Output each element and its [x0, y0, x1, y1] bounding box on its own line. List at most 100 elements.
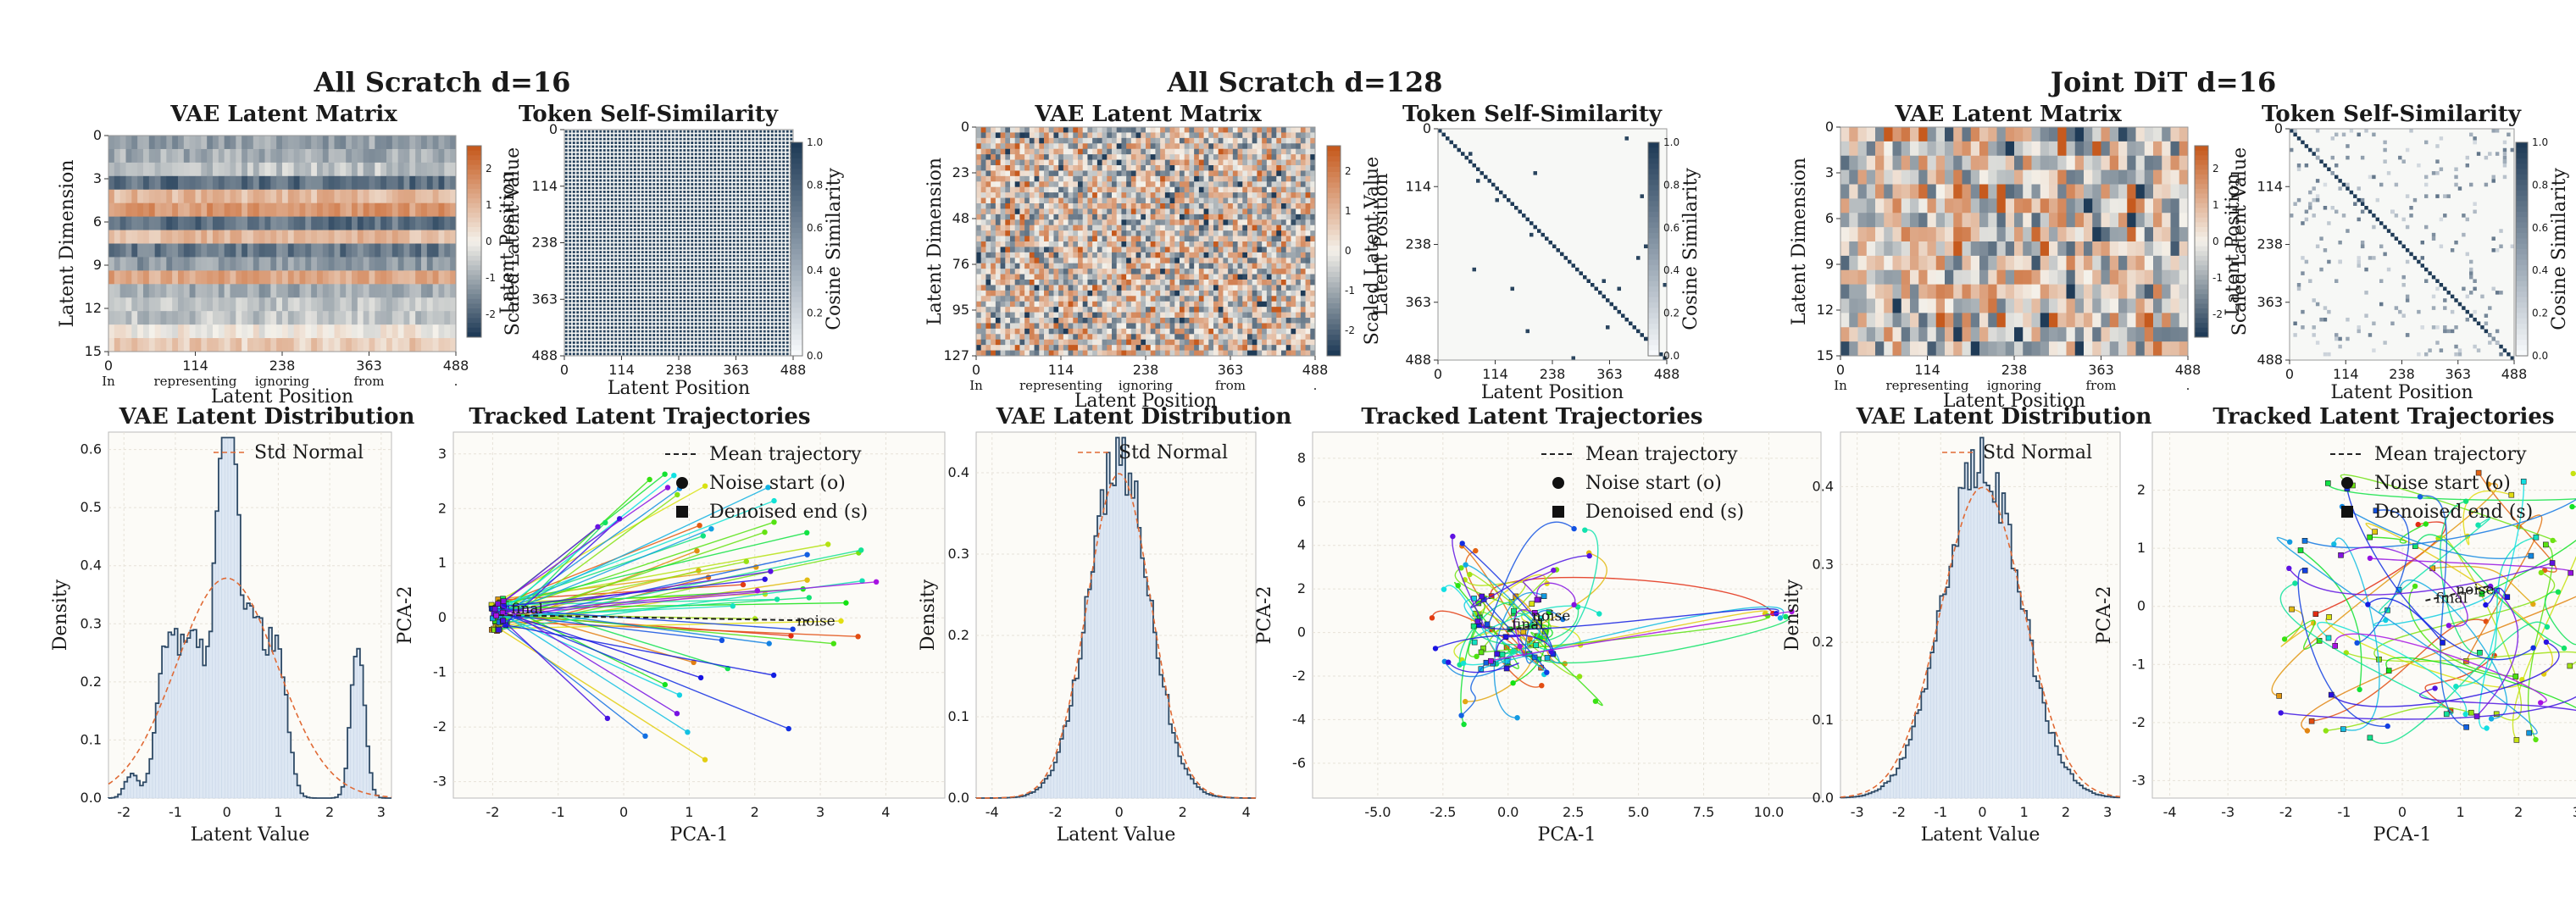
heatmap-cell [691, 175, 694, 179]
heatmap-cell [648, 231, 652, 235]
heatmap-cell [770, 209, 774, 213]
heatmap-cell [645, 292, 648, 295]
colorbar-step [467, 231, 481, 237]
colorbar-step [467, 251, 481, 257]
heatmap-cell [119, 257, 126, 271]
x-tick-label: 238 [666, 362, 692, 378]
heatmap-cell [763, 175, 766, 179]
heatmap-cell [391, 270, 399, 285]
heatmap-cell [576, 277, 580, 280]
x-tick-label: -2 [117, 804, 130, 820]
heatmap-cell [763, 296, 766, 299]
heatmap-cell [172, 257, 179, 271]
heatmap-cell [148, 338, 156, 352]
heatmap-cell [668, 194, 671, 197]
heatmap-cell [622, 296, 625, 299]
heatmap-cell [752, 251, 755, 254]
heatmap-cell [584, 225, 587, 227]
heatmap-cell [755, 236, 758, 239]
heatmap-cell [236, 202, 242, 218]
heatmap-cell [744, 236, 747, 239]
heatmap-cell [652, 296, 656, 299]
heatmap-cell [172, 284, 179, 298]
heatmap-cell [618, 168, 621, 171]
heatmap-cell [236, 297, 242, 312]
heatmap-cell [610, 314, 613, 318]
histogram-bar [249, 605, 253, 799]
heatmap-cell [375, 338, 381, 352]
heatmap-cell [752, 311, 755, 314]
panel-title: Token Self-Similarity [2262, 102, 2522, 127]
heatmap-cell [625, 243, 629, 247]
heatmap-cell [607, 137, 610, 141]
heatmap-cell [652, 149, 656, 152]
heatmap-cell [675, 231, 679, 235]
heatmap-cell [752, 254, 755, 258]
heatmap-cell [782, 307, 786, 310]
heatmap-cell [305, 270, 312, 285]
heatmap-cell [357, 175, 364, 191]
heatmap-cell [154, 162, 161, 177]
heatmap-cell [759, 337, 763, 341]
heatmap-cell [747, 330, 751, 333]
heatmap-cell [591, 156, 595, 159]
heatmap-cell [224, 297, 230, 312]
heatmap-cell [576, 311, 580, 314]
x-tick-label: 488 [780, 362, 807, 378]
heatmap-cell [709, 194, 713, 197]
heatmap-cell [610, 202, 613, 205]
heatmap-cell [340, 175, 347, 191]
colorbar-step [791, 249, 802, 255]
heatmap-cell [663, 231, 667, 235]
heatmap-cell [183, 270, 191, 285]
heatmap-cell [778, 239, 781, 242]
heatmap-cell [679, 152, 682, 156]
heatmap-cell [614, 247, 618, 250]
heatmap-cell [230, 162, 236, 177]
heatmap-cell [641, 183, 644, 186]
heatmap-cell [652, 311, 656, 314]
heatmap-cell [213, 257, 219, 271]
heatmap-cell [630, 156, 633, 159]
heatmap-cell [172, 175, 179, 191]
heatmap-cell [432, 297, 439, 312]
heatmap-cell [656, 254, 659, 258]
heatmap-cell [391, 202, 399, 218]
trajectory-line [497, 521, 774, 614]
heatmap-cell [148, 311, 156, 325]
heatmap-cell [641, 156, 644, 159]
heatmap-cell [224, 284, 230, 298]
heatmap-cell [645, 337, 648, 341]
heatmap-cell [755, 288, 758, 291]
heatmap-cell [641, 254, 644, 258]
heatmap-cell [675, 202, 679, 205]
heatmap-cell [663, 345, 667, 348]
heatmap-cell [584, 314, 587, 318]
heatmap-cell [334, 136, 341, 150]
histogram-bar [205, 646, 209, 799]
heatmap-cell [625, 288, 629, 291]
colorbar-step [791, 264, 802, 271]
heatmap-cell [328, 257, 335, 271]
heatmap-cell [782, 334, 786, 336]
heatmap-cell [610, 288, 613, 291]
heatmap-cell [154, 189, 161, 204]
heatmap-cell [580, 280, 583, 284]
heatmap-cell [786, 194, 789, 197]
heatmap-cell [114, 216, 121, 230]
heatmap-cell [595, 213, 598, 216]
heatmap-cell [763, 171, 766, 175]
heatmap-cell [276, 230, 283, 244]
heatmap-cell [591, 171, 595, 175]
heatmap-cell [752, 213, 755, 216]
heatmap-cell [293, 243, 300, 258]
heatmap-cell [683, 152, 686, 156]
heatmap-cell [755, 322, 758, 325]
heatmap-cell [224, 243, 230, 258]
heatmap-cell [691, 258, 694, 261]
heatmap-cell [752, 160, 755, 164]
heatmap-cell [706, 254, 709, 258]
heatmap-cell [125, 189, 132, 204]
heatmap-cell [282, 202, 289, 218]
heatmap-cell [317, 202, 324, 218]
